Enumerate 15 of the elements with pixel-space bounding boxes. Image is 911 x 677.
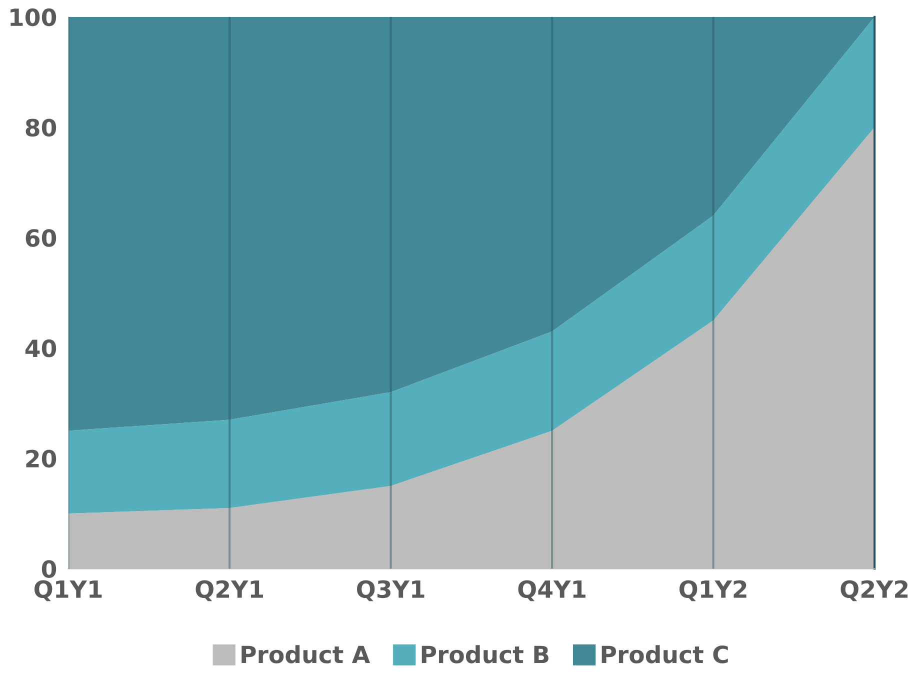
y-tick-label: 80 <box>26 118 56 137</box>
legend-label: Product C <box>602 645 728 664</box>
x-tick-label: Q3Y1 <box>356 580 424 602</box>
x-tick-label: Q2Y1 <box>196 580 263 602</box>
y-tick-label: 60 <box>26 229 56 247</box>
x-tick-label: Q1Y1 <box>34 580 102 602</box>
y-tick-label: 100 <box>10 8 56 26</box>
x-tick-label: Q4Y1 <box>518 580 586 602</box>
y-tick-label: 40 <box>25 339 56 358</box>
y-tick-label: 0 <box>42 560 56 578</box>
legend-label: Product B <box>422 645 548 664</box>
y-tick-label: 20 <box>26 450 56 468</box>
x-tick-label: Q2Y2 <box>840 580 908 602</box>
x-tick-label: Q1Y2 <box>679 580 746 602</box>
legend-label: Product A <box>242 645 370 664</box>
